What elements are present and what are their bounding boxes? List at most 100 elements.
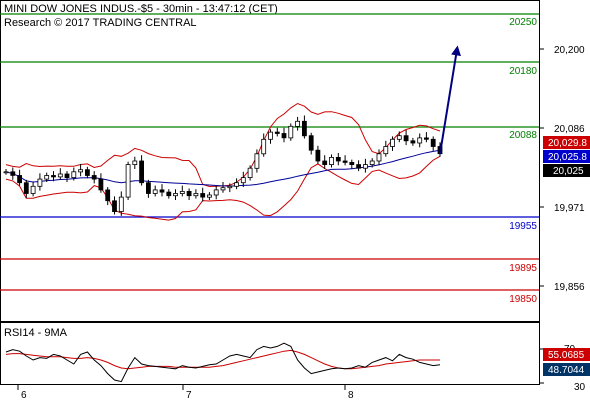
candle-body [240,177,246,184]
y-tick-label: 19,856 [554,282,585,293]
level-label-19955: 19955 [509,221,537,232]
price-plot-area [3,102,443,221]
candle-body [139,160,145,184]
upper-band-value: 20,029.8 [548,138,587,149]
candle-body [85,169,90,176]
candle-body [179,190,185,194]
candle-body [281,133,287,139]
rsi-panel-frame [0,322,540,385]
level-label-20088: 20088 [509,130,537,141]
candle-body [132,160,138,165]
level-label-19895: 19895 [509,263,537,274]
x-tick-label: 8 [348,390,354,400]
candle-body [44,175,50,180]
candle-body [335,156,341,162]
y-tick-label: 20,200 [554,45,585,56]
main-panel-frame [0,0,540,322]
candle-body [213,189,219,196]
candle-body [349,161,355,165]
candle-body [396,135,402,140]
moving-average-value: 20,025.8 [548,152,587,163]
candle-body [173,193,178,197]
candle-body [64,173,70,178]
level-label-20250: 20250 [509,17,537,28]
candle-body [362,164,368,169]
rsi-plot-area [5,342,441,383]
chart-copyright: Research © 2017 TRADING CENTRAL [4,17,197,29]
rsi-line [5,342,441,383]
candle-body [342,160,348,163]
candle-body [17,175,23,184]
candle-body [430,138,436,147]
candle-body [152,189,158,194]
x-tick-label: 7 [186,390,192,400]
rsi-badge [543,363,590,376]
candle-body [57,173,63,178]
candle-body [23,182,29,194]
candle-body [30,185,36,194]
candle-body [227,185,233,189]
candle-body [200,193,206,198]
candle-body [78,169,83,173]
candle-body [403,135,409,142]
candle-body [295,120,301,127]
candle-body [166,191,172,197]
bollinger-lower-band [5,155,441,221]
candle-body [51,175,56,178]
candle-body [206,194,212,198]
candle-body [268,131,273,140]
candle-body [234,182,240,187]
level-label-19850: 19850 [509,294,537,305]
current-price-value: 20,025 [553,166,584,177]
candle-body [410,140,416,144]
candle-body [37,178,43,187]
x-tick-label: 6 [21,390,27,400]
candle-body [220,187,226,191]
candle-body [383,146,389,155]
upper-band-badge [543,136,590,149]
candle-body [91,175,97,180]
y-tick-label: 20,086 [554,124,585,135]
candle-body [112,200,117,213]
candle-body [261,138,267,155]
candle-body [274,131,280,134]
rsi-value: 48.7044 [548,365,585,376]
candle-body [417,137,423,144]
rsi-panel-label: RSI14 - 9MA [4,327,68,339]
candle-body [356,164,362,169]
rsi-ma-badge [543,348,590,361]
candle-body [329,156,334,165]
candle-body [125,164,131,198]
candle-body [247,167,253,178]
moving-average-badge [543,150,590,163]
candle-body [98,178,104,191]
candle-body [315,149,321,162]
candle-body [193,193,199,197]
y-tick-label: 19,971 [554,203,585,214]
level-label-20180: 20180 [509,66,537,77]
candle-body [3,171,9,174]
candle-body [186,190,192,197]
candle-body [159,189,165,193]
rsi-tick-label: 30 [574,382,586,393]
candle-body [369,160,375,165]
candle-body [105,189,111,202]
rsi-ma-value: 55.0685 [548,350,585,361]
candle-body [71,171,77,179]
current-price-badge [543,164,590,177]
candle-body [288,125,294,139]
candle-body [145,182,151,194]
candle-body [423,137,429,140]
candle-body [390,138,395,147]
projection-arrow [439,45,461,154]
candle-body [10,171,16,176]
candle-body [254,153,260,169]
candle-body [376,153,382,162]
candle-body [118,196,124,213]
candle-body [301,120,307,137]
chart-title: MINI DOW JONES INDUS.-$5 - 30min - 13:47… [4,3,278,15]
candle-body [322,160,328,165]
candle-body [308,135,314,151]
